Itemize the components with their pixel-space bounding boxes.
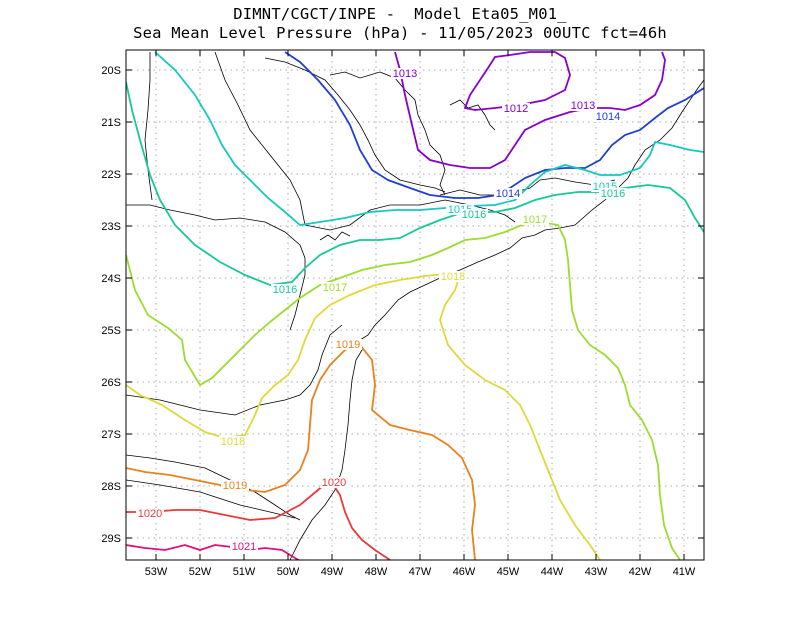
isobar-1019	[126, 343, 476, 560]
contour-label-bg	[391, 68, 419, 79]
lon-tick-label: 42W	[629, 566, 652, 578]
contour-label: 1019	[223, 480, 247, 492]
contour-label: 1017	[323, 282, 347, 294]
contour-label: 1014	[496, 188, 520, 200]
lon-tick-label: 44W	[541, 566, 564, 578]
contour-label-bg	[594, 111, 622, 122]
contour-label-bg	[502, 103, 530, 114]
title-line-2: Sea Mean Level Pressure (hPa) - 11/05/20…	[133, 24, 667, 42]
contour-label-bg	[591, 181, 619, 192]
latitude-axis: 20S 21S 22S 23S 24S 25S 26S 27S 28S 29S	[101, 65, 704, 545]
state-border-4	[144, 52, 153, 201]
contour-label-bg	[219, 436, 247, 447]
lon-tick-label: 53W	[145, 566, 168, 578]
lon-tick-label: 50W	[277, 566, 300, 578]
contour-label: 1020	[322, 477, 346, 489]
lat-tick-label: 20S	[101, 65, 121, 77]
contour-label-bg	[136, 508, 164, 519]
contour-label-bg	[221, 480, 249, 491]
state-border-9	[439, 177, 616, 196]
contour-label: 1013	[571, 100, 595, 112]
contour-label-bg	[521, 214, 549, 225]
lat-tick-label: 24S	[101, 273, 121, 285]
contour-label: 1017	[523, 214, 547, 226]
lon-tick-label: 45W	[497, 566, 520, 578]
lat-tick-label: 23S	[101, 221, 121, 233]
isobar-1015	[154, 51, 704, 226]
lon-tick-label: 47W	[409, 566, 432, 578]
lat-tick-label: 22S	[101, 169, 121, 181]
contour-label-bg	[320, 477, 348, 488]
river-1	[449, 99, 496, 131]
lat-tick-label: 28S	[101, 481, 121, 493]
lat-tick-label: 25S	[101, 325, 121, 337]
lon-tick-label: 43W	[585, 566, 608, 578]
state-border-5	[214, 51, 306, 226]
contour-label-bg	[599, 188, 627, 199]
contour-label-bg	[334, 339, 362, 350]
lat-tick-label: 26S	[101, 377, 121, 389]
isobar-1021	[126, 544, 301, 560]
isobar-1013	[394, 51, 666, 169]
contour-label: 1016	[273, 284, 297, 296]
lon-tick-label: 51W	[233, 566, 256, 578]
isobar-1012	[463, 51, 571, 111]
contour-label-bg	[439, 271, 467, 282]
isobar-1020	[126, 478, 391, 560]
grid-lines	[126, 50, 704, 560]
contour-label-bg	[569, 100, 597, 111]
title-line-1: DIMNT/CGCT/INPE - Model Eta05_M01_	[233, 5, 567, 23]
state-border-3	[126, 204, 306, 331]
state-border-6	[264, 57, 446, 193]
lon-tick-label: 46W	[453, 566, 476, 578]
contour-label-bg	[230, 541, 258, 552]
river-2	[319, 231, 351, 241]
state-border-1	[126, 324, 343, 416]
contour-label-bg	[494, 188, 522, 199]
contour-label-bg	[271, 284, 299, 295]
contour-label: 1019	[336, 339, 360, 351]
contour-label: 1021	[232, 541, 256, 553]
contour-label: 1013	[393, 68, 417, 80]
lat-tick-label: 21S	[101, 117, 121, 129]
contour-label: 1020	[138, 508, 162, 520]
lon-tick-label: 41W	[673, 566, 696, 578]
contour-label: 1018	[441, 271, 465, 283]
contour-label: 1016	[462, 209, 486, 221]
isobar-1014	[284, 51, 704, 199]
border-south-1	[126, 479, 296, 519]
contour-label: 1016	[601, 188, 625, 200]
lon-tick-label: 48W	[365, 566, 388, 578]
contour-label: 1014	[596, 111, 620, 123]
contour-label-bg	[460, 209, 488, 220]
coastline	[289, 79, 704, 560]
isobar-1018	[126, 273, 601, 560]
isobar-1017	[126, 221, 681, 560]
coastline-and-borders	[126, 51, 704, 560]
map-title: DIMNT/CGCT/INPE - Model Eta05_M01_ Sea M…	[0, 5, 800, 43]
lat-tick-label: 27S	[101, 429, 121, 441]
contour-label: 1012	[504, 103, 528, 115]
state-border-7	[329, 71, 446, 196]
contour-labels: 1013101210131014101410151016101510161016…	[136, 68, 627, 553]
lon-tick-label: 49W	[321, 566, 344, 578]
longitude-axis: 53W 52W 51W 50W 49W 48W 47W 46W 45W 44W 43W 42W 41W	[145, 50, 696, 578]
contour-label: 1018	[221, 436, 245, 448]
lat-tick-label: 29S	[101, 533, 121, 545]
lon-tick-label: 52W	[189, 566, 212, 578]
isobars	[126, 51, 704, 560]
plot-frame	[125, 49, 705, 561]
contour-label-bg	[321, 282, 349, 293]
